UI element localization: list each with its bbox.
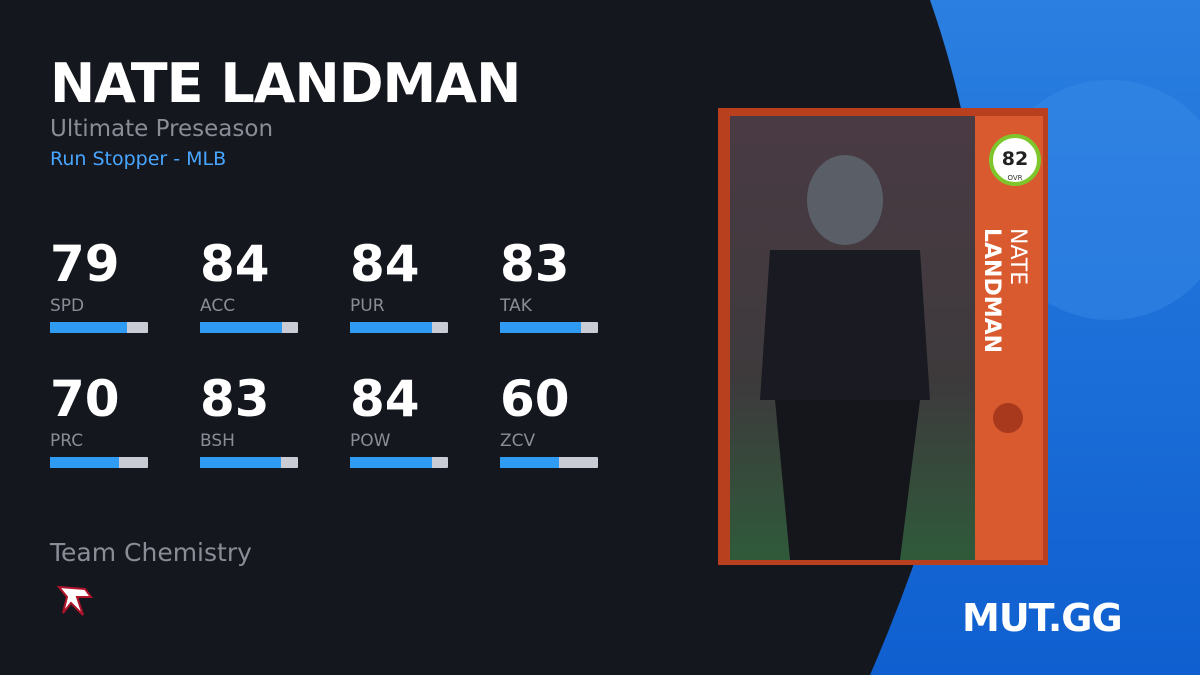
- stat-value: 84: [200, 235, 270, 293]
- stat-value: 84: [350, 235, 420, 293]
- card-last-name: LANDMAN: [979, 228, 1004, 354]
- ovr-label: OVR: [1007, 174, 1023, 182]
- archetype: Run Stopper - MLB: [50, 148, 227, 170]
- stat-bar: [350, 322, 433, 333]
- stat-value: 79: [50, 235, 120, 293]
- team-logo: [56, 585, 93, 616]
- brand: MUT.GG: [962, 596, 1123, 640]
- stat: 60 ZCV: [500, 371, 600, 468]
- stat-label: PUR: [350, 296, 385, 316]
- stat-label: BSH: [200, 431, 235, 451]
- stat: 84 ACC: [200, 236, 300, 333]
- stat-value: 83: [500, 235, 570, 293]
- stat-label: TAK: [500, 296, 532, 316]
- stat-label: POW: [350, 431, 391, 451]
- stat-track: [350, 322, 448, 333]
- stat-track: [500, 322, 598, 333]
- stat: 70 PRC: [50, 371, 150, 468]
- stat-bar: [500, 322, 582, 333]
- stat-track: [50, 322, 148, 333]
- stat-bar: [500, 457, 559, 468]
- stat-track: [50, 457, 148, 468]
- stat-label: SPD: [50, 296, 85, 316]
- stat-bar: [200, 457, 282, 468]
- program: Ultimate Preseason: [50, 116, 274, 142]
- stat-track: [350, 457, 448, 468]
- stat-track: [200, 322, 298, 333]
- stat-value: 60: [500, 370, 570, 428]
- stat-value: 70: [50, 370, 120, 428]
- stat-track: [200, 457, 298, 468]
- stat: 79 SPD: [50, 236, 150, 333]
- card-first-name: NATE: [1005, 228, 1030, 286]
- stat: 83 BSH: [200, 371, 300, 468]
- stat-bar: [350, 457, 433, 468]
- chemistry-title: Team Chemistry: [50, 538, 252, 567]
- stat-value: 84: [350, 370, 420, 428]
- stat: 84 PUR: [350, 236, 450, 333]
- stat-label: ACC: [200, 296, 236, 316]
- stat-label: ZCV: [500, 431, 536, 451]
- stat-label: PRC: [50, 431, 84, 451]
- player-name: NATE LANDMAN: [50, 52, 521, 115]
- ovr: 82: [1001, 148, 1029, 170]
- stat-bar: [50, 457, 119, 468]
- stat-value: 83: [200, 370, 270, 428]
- stat: 84 POW: [350, 371, 450, 468]
- stat-bar: [50, 322, 128, 333]
- stat: 83 TAK: [500, 236, 600, 333]
- stat-track: [500, 457, 598, 468]
- stat-bar: [200, 322, 283, 333]
